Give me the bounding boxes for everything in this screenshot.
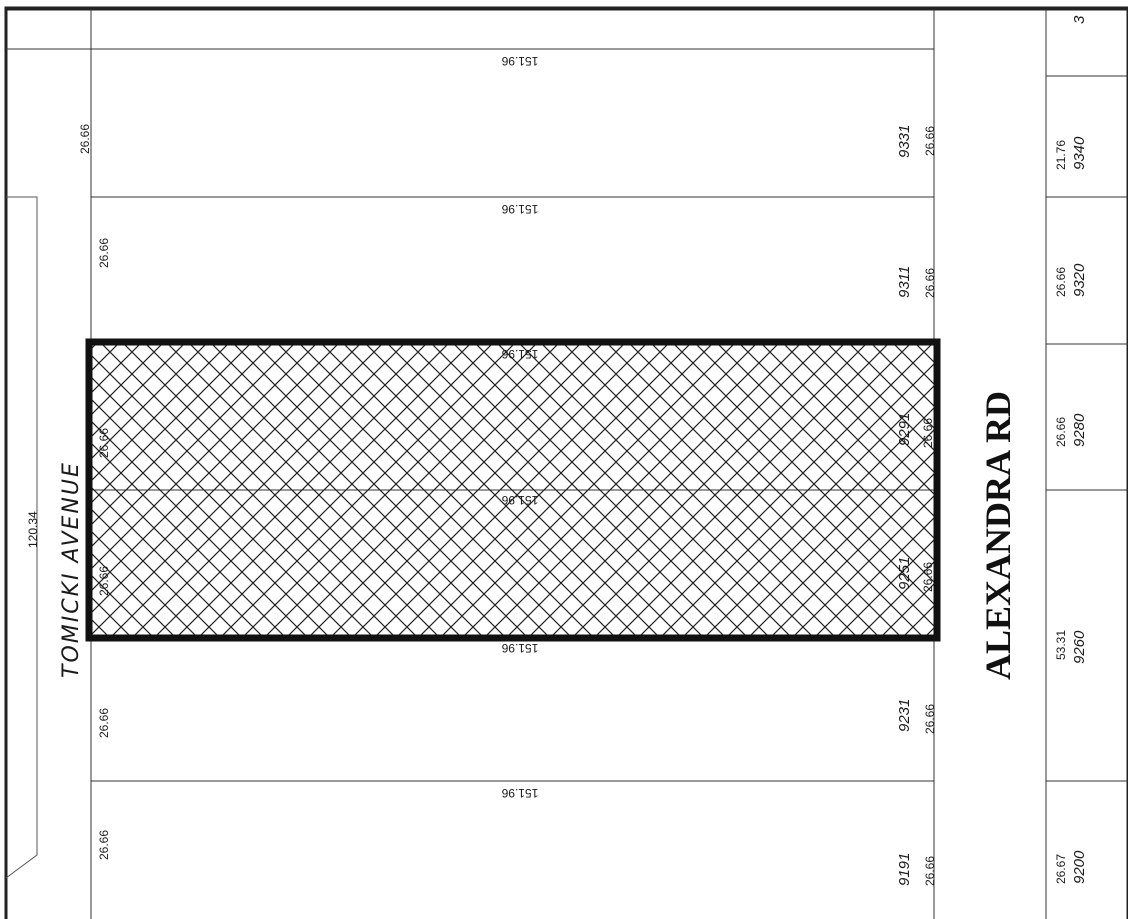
- lot-number: 9260: [1071, 630, 1088, 664]
- lot-width: 53.31: [1054, 630, 1068, 660]
- lot-depth-label: 151.96: [501, 54, 538, 68]
- lot-number: 9311: [896, 266, 913, 298]
- west-lot-numbers: 9331 26.66 9311 26.66 9291 26.66 9251 26…: [896, 125, 937, 886]
- lot-number: 9280: [1071, 413, 1088, 447]
- lot-number: 9251: [896, 557, 913, 590]
- lot-width: 26.67: [1054, 854, 1068, 884]
- depth-labels: 151.96 151.96 151.96 151.96 151.96 151.9…: [501, 54, 538, 800]
- lot-front-width: 26.66: [78, 124, 92, 154]
- lot-number: 9231: [896, 699, 913, 732]
- lot-number: 9191: [896, 853, 913, 886]
- lot-side-width: 26.66: [923, 126, 937, 156]
- lot-depth-label: 151.96: [501, 641, 538, 655]
- lot-depth-label: 151.96: [501, 202, 538, 216]
- lot-number: 3: [1071, 15, 1088, 24]
- lot-number: 9340: [1071, 136, 1088, 170]
- lot-depth-label: 151.96: [501, 347, 538, 361]
- lot-side-width: 26.66: [923, 704, 937, 734]
- lot-front-width: 26.66: [97, 566, 111, 596]
- lot-number: 9200: [1071, 850, 1088, 884]
- lot-width: 26.66: [1054, 267, 1068, 297]
- lot-front-width: 26.66: [97, 238, 111, 268]
- tomicki-width-label: 120.34: [26, 511, 40, 548]
- lot-number: 9291: [896, 413, 913, 446]
- lot-front-width: 26.66: [97, 830, 111, 860]
- front-width-labels: 26.66 26.66 26.66 26.66 26.66 26.66: [78, 124, 111, 860]
- lot-front-width: 26.66: [97, 708, 111, 738]
- lot-number: 9320: [1071, 263, 1088, 297]
- east-lot-labels: 3 9340 21.76 9320 26.66 9280 26.66 9260 …: [1054, 15, 1088, 884]
- lot-number: 9331: [896, 125, 913, 158]
- lot-front-width: 26.66: [97, 428, 111, 458]
- alexandra-rd-label: ALEXANDRA RD: [978, 391, 1018, 680]
- tomicki-road-edge: [5, 196, 38, 879]
- lot-side-width: 26.66: [921, 562, 935, 592]
- lot-depth-label: 151.96: [501, 786, 538, 800]
- lot-side-width: 26.66: [923, 856, 937, 886]
- lot-width: 26.66: [1054, 417, 1068, 447]
- lot-side-width: 26.66: [923, 268, 937, 298]
- east-block: [1045, 9, 1128, 919]
- lot-depth-label: 151.96: [501, 493, 538, 507]
- lot-width: 21.76: [1054, 140, 1068, 170]
- subject-property-hatch: [85, 338, 941, 642]
- tomicki-avenue-label: TOMICKI AVENUE: [59, 461, 84, 678]
- lot-side-width: 26.66: [921, 418, 935, 448]
